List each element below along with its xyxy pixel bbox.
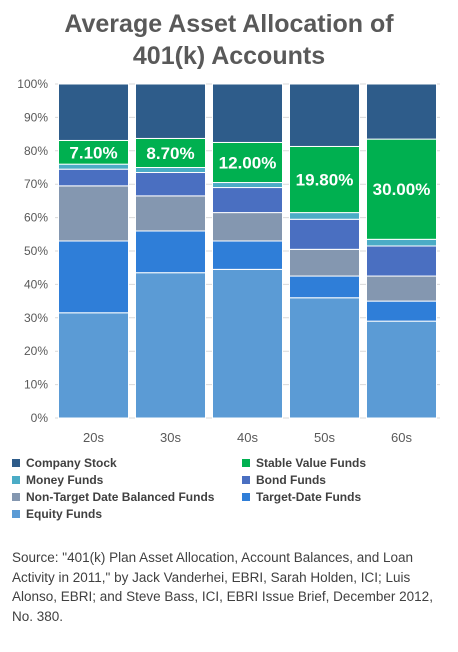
data-label: 7.10% xyxy=(69,143,117,162)
bar-segment-target-date-funds xyxy=(135,230,206,274)
legend-label: Target-Date Funds xyxy=(256,490,362,504)
legend-item: Equity Funds xyxy=(12,507,102,521)
bar-segment-target-date-funds xyxy=(58,240,129,314)
x-tick-label: 60s xyxy=(391,430,412,445)
source-note: Source: "401(k) Plan Asset Allocation, A… xyxy=(12,550,433,624)
bar-segment-non-target-date-balanced-funds xyxy=(289,248,360,277)
legend-swatch xyxy=(12,459,20,467)
legend-swatch xyxy=(12,493,20,501)
data-label: 8.70% xyxy=(146,144,194,163)
x-tick-label: 40s xyxy=(237,430,258,445)
data-label: 19.80% xyxy=(296,171,354,190)
bar-segment-non-target-date-balanced-funds xyxy=(58,185,129,242)
bar-segment-bond-funds xyxy=(289,218,360,250)
y-tick-label: 0% xyxy=(31,411,49,425)
bar-segment-equity-funds xyxy=(135,272,206,419)
legend-item: Company Stock xyxy=(12,456,117,470)
bar-segment-stable-value-funds xyxy=(212,141,283,184)
bar-segment-stable-value-funds xyxy=(289,145,360,214)
legend-swatch xyxy=(242,476,250,484)
bar-segment-company-stock xyxy=(289,83,360,147)
x-tick-label: 20s xyxy=(83,430,104,445)
bar-segment-bond-funds xyxy=(366,245,437,277)
bar-segment-non-target-date-balanced-funds xyxy=(212,212,283,242)
legend-label: Company Stock xyxy=(26,456,117,470)
legend-item: Target-Date Funds xyxy=(242,490,361,504)
y-tick-label: 80% xyxy=(24,144,48,158)
y-tick-label: 90% xyxy=(24,110,48,124)
y-tick-label: 100% xyxy=(17,77,48,91)
bar-segment-bond-funds xyxy=(212,187,283,214)
bar-segment-company-stock xyxy=(366,83,437,140)
legend-swatch xyxy=(12,510,20,518)
y-tick-label: 40% xyxy=(24,277,48,291)
legend-item: Non-Target Date Balanced Funds xyxy=(12,490,214,504)
bar-segment-target-date-funds xyxy=(289,275,360,299)
legend-label: Equity Funds xyxy=(26,507,102,521)
legend-swatch xyxy=(242,493,250,501)
legend-swatch xyxy=(12,476,20,484)
bar-segment-bond-funds xyxy=(58,168,129,187)
y-tick-label: 10% xyxy=(24,378,48,392)
y-tick-label: 20% xyxy=(24,344,48,358)
legend-label: Bond Funds xyxy=(256,473,326,487)
x-tick-label: 50s xyxy=(314,430,335,445)
data-label: 30.00% xyxy=(373,180,431,199)
y-tick-label: 70% xyxy=(24,177,48,191)
x-tick-label: 30s xyxy=(160,430,181,445)
y-tick-label: 60% xyxy=(24,211,48,225)
legend-label: Non-Target Date Balanced Funds xyxy=(26,490,215,504)
chart-title-line-2: 401(k) Accounts xyxy=(132,42,326,70)
bar-segment-equity-funds xyxy=(58,312,129,419)
bar-segment-target-date-funds xyxy=(366,300,437,322)
bar-segment-equity-funds xyxy=(366,320,437,419)
data-label: 12.00% xyxy=(219,153,277,172)
bar-segment-money-funds xyxy=(289,212,360,220)
stacked-bar-chart: 0% 10% 20% 30% 40% 50% 60% 70% 80% 90% 100% 7.10% 20… xyxy=(17,77,440,445)
bar-segment-non-target-date-balanced-funds xyxy=(366,275,437,302)
bar-segment-equity-funds xyxy=(289,297,360,419)
legend-item: Stable Value Funds xyxy=(242,456,366,470)
chart-title-line-1: Average Asset Allocation of xyxy=(64,10,394,38)
bar-segment-money-funds xyxy=(212,182,283,189)
legend-swatch xyxy=(242,459,250,467)
y-tick-label: 50% xyxy=(24,244,48,258)
legend-label: Money Funds xyxy=(26,473,104,487)
bar-segment-money-funds xyxy=(135,167,206,174)
bar-segment-stable-value-funds xyxy=(135,137,206,169)
legend-item: Bond Funds xyxy=(242,473,326,487)
bar-segment-money-funds xyxy=(366,238,437,247)
chart-title: Average Asset Allocation of 401(k) Accou… xyxy=(0,8,458,72)
bar-segment-stable-value-funds xyxy=(366,138,437,240)
bar-segment-equity-funds xyxy=(212,268,283,419)
bar-segment-company-stock xyxy=(58,83,129,141)
bar-segment-target-date-funds xyxy=(212,240,283,270)
legend-label: Stable Value Funds xyxy=(256,456,367,470)
bar-segment-money-funds xyxy=(58,163,129,170)
bar-segment-company-stock xyxy=(212,83,283,143)
bar-segment-bond-funds xyxy=(135,172,206,197)
bar-segment-company-stock xyxy=(135,83,206,139)
y-tick-label: 30% xyxy=(24,311,48,325)
bar-segment-non-target-date-balanced-funds xyxy=(135,195,206,232)
legend-item: Money Funds xyxy=(12,473,103,487)
